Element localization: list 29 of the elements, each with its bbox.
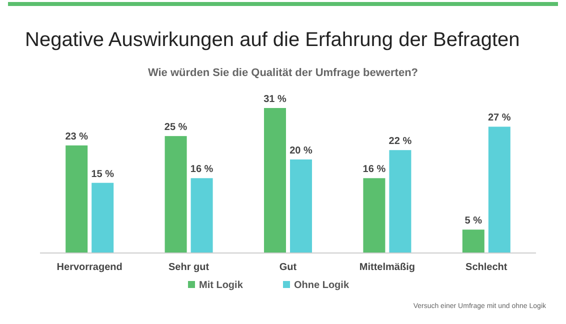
data-label: 23 % xyxy=(65,131,88,142)
data-label: 27 % xyxy=(488,112,511,124)
bar xyxy=(363,178,386,253)
data-label: 22 % xyxy=(388,136,412,148)
data-label: 16 % xyxy=(362,164,386,176)
legend-label: Ohne Logik xyxy=(294,280,350,291)
bar xyxy=(488,126,510,253)
bar xyxy=(164,136,187,253)
x-tick-label: Hervorragend xyxy=(56,262,122,273)
data-label: 5 % xyxy=(464,216,482,227)
bar xyxy=(264,108,286,253)
bar xyxy=(389,150,412,253)
data-label: 15 % xyxy=(91,168,114,180)
data-label: 31 % xyxy=(264,94,287,105)
x-tick-label: Gut xyxy=(279,262,298,273)
chart-subtitle: Wie würden Sie die Qualität der Umfrage bewerten? xyxy=(148,67,418,79)
x-tick-label: Schlecht xyxy=(466,262,508,273)
data-label: 20 % xyxy=(290,145,313,156)
bar xyxy=(462,230,484,253)
x-tick-label: Mittelmäßig xyxy=(359,262,415,273)
chart-title: Negative Auswirkungen auf die Erfahrung der Befragten xyxy=(25,29,520,51)
bar xyxy=(66,145,88,253)
legend-label: Mit Logik xyxy=(199,280,244,291)
x-tick-label: Sehr gut xyxy=(168,262,210,273)
data-label: 25 % xyxy=(164,122,188,134)
data-label: 16 % xyxy=(190,164,214,176)
bar xyxy=(290,159,312,253)
bar xyxy=(190,178,213,253)
bar xyxy=(92,182,114,253)
